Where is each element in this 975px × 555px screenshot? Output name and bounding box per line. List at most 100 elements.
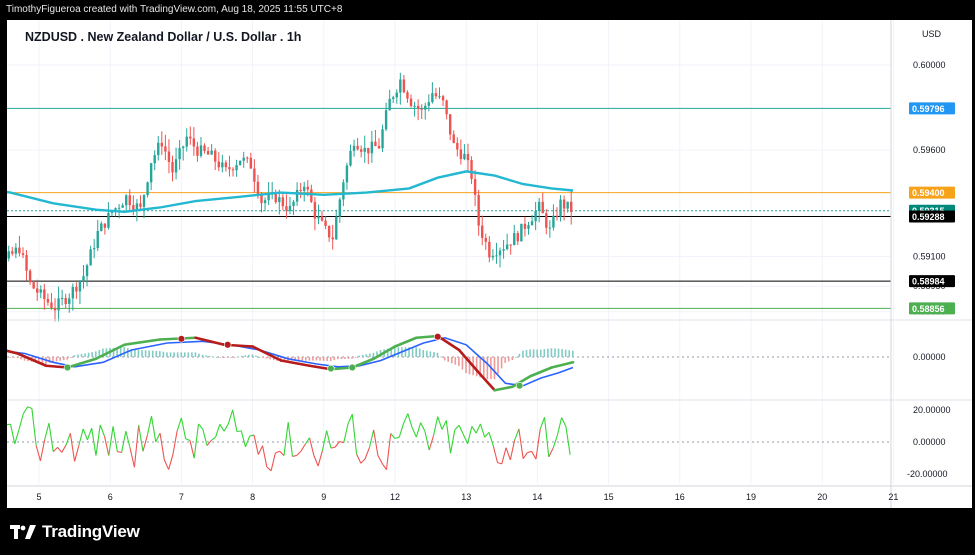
osc-line-segment — [78, 428, 84, 446]
time-tick-label: 9 — [321, 492, 326, 502]
macd-line-segment — [372, 345, 397, 361]
osc-line-segment — [180, 417, 187, 440]
candle-body — [562, 199, 566, 209]
candle-body — [135, 203, 139, 210]
osc-line-segment — [458, 425, 464, 435]
candle-body — [28, 270, 32, 283]
price-pane[interactable] — [0, 72, 891, 322]
macd-line-segment — [0, 347, 19, 355]
candle-body — [434, 93, 438, 97]
osc-line-segment — [112, 426, 118, 452]
macd-histogram-bar — [354, 357, 357, 358]
osc-line-segment — [321, 430, 328, 451]
candle-body — [445, 100, 448, 115]
candle-body — [238, 160, 242, 165]
osc-line-segment — [505, 447, 511, 461]
macd-histogram-bar — [532, 349, 535, 357]
osc-line-segment — [484, 431, 490, 438]
candle-body — [235, 164, 238, 171]
macd-histogram-bar — [365, 354, 368, 357]
osc-line-segment — [266, 466, 272, 472]
macd-histogram-bar — [536, 349, 538, 357]
osc-line-segment — [334, 441, 340, 448]
macd-histogram-bar — [450, 357, 453, 364]
brand-name: TradingView — [42, 522, 140, 541]
macd-histogram-bar — [347, 357, 350, 359]
candle-body — [438, 96, 441, 98]
candle-body — [370, 141, 374, 154]
candle-body — [374, 141, 377, 147]
macd-histogram-bar — [326, 357, 328, 361]
candle-body — [306, 186, 309, 190]
osc-line-segment — [22, 406, 29, 414]
osc-line-segment — [475, 423, 481, 434]
candle-body — [448, 114, 452, 135]
macd-histogram-bar — [447, 357, 449, 362]
macd-histogram-bar — [70, 357, 72, 358]
macd-pane[interactable] — [0, 333, 891, 392]
macd-line-segment — [123, 338, 162, 347]
osc-line-segment — [509, 440, 516, 461]
chart-title: NZDUSD . New Zealand Dollar / U.S. Dolla… — [25, 30, 301, 44]
candle-body — [203, 145, 206, 152]
osc-line-segment — [313, 455, 319, 467]
candle-body — [146, 182, 149, 196]
macd-histogram-bar — [429, 351, 432, 357]
macd-histogram-bar — [134, 349, 136, 357]
macd-histogram-bar — [518, 353, 521, 357]
osc-line-segment — [108, 426, 114, 456]
osc-tick-label: 20.00000 — [913, 405, 951, 415]
macd-histogram-bar — [436, 352, 439, 357]
candle-body — [185, 136, 188, 147]
candle-body — [335, 216, 338, 240]
candle-body — [384, 110, 388, 130]
macd-histogram-bar — [116, 347, 118, 357]
macd-histogram-bar — [148, 350, 150, 357]
macd-line-segment — [66, 357, 98, 369]
macd-histogram-bar — [340, 357, 343, 360]
osc-tick-label: -20.00000 — [907, 469, 948, 479]
macd-histogram-bar — [13, 357, 15, 358]
osc-line-segment — [497, 462, 502, 465]
macd-line-segment — [16, 352, 48, 368]
candle-body — [149, 163, 153, 183]
osc-line-segment — [155, 432, 161, 443]
candle-body — [7, 251, 10, 259]
macd-histogram-bar — [543, 349, 546, 357]
osc-line-segment — [552, 435, 558, 449]
candle-body — [107, 212, 110, 228]
macd-histogram-bar — [52, 357, 54, 362]
chart-area[interactable]: 0.600000.596000.591000.589500.588500.597… — [0, 20, 972, 508]
candle-body — [402, 79, 406, 93]
candle-body — [228, 167, 231, 170]
macd-histogram-bar — [483, 357, 485, 379]
candle-body — [206, 151, 210, 155]
macd-histogram-bar — [411, 347, 414, 357]
osc-line-segment — [398, 423, 405, 438]
osc-line-segment — [462, 434, 469, 444]
macd-histogram-bar — [191, 352, 193, 357]
level-label: 0.59400 — [912, 188, 945, 198]
time-tick-label: 15 — [604, 492, 614, 502]
osc-line-segment — [492, 445, 499, 463]
macd-histogram-bar — [525, 350, 528, 357]
currency-label[interactable]: USD — [922, 29, 942, 39]
osc-line-segment — [283, 422, 289, 456]
macd-histogram-bar — [390, 347, 393, 357]
macd-histogram-bar — [529, 349, 531, 357]
candle-body — [210, 150, 213, 155]
macd-histogram-bar — [272, 357, 275, 361]
oscillator-pane[interactable] — [0, 406, 891, 472]
osc-line-segment — [296, 450, 302, 456]
footer-brand[interactable]: TradingView — [10, 520, 140, 544]
macd-histogram-bar — [41, 357, 44, 364]
macd-line-segment — [251, 345, 283, 362]
candle-body — [260, 195, 263, 204]
chart-svg[interactable]: 0.600000.596000.591000.589500.588500.597… — [0, 20, 972, 508]
time-tick-label: 19 — [746, 492, 756, 502]
candle-body — [85, 265, 89, 277]
candle-body — [359, 149, 363, 152]
macd-histogram-bar — [305, 357, 307, 361]
osc-line-segment — [514, 428, 520, 441]
